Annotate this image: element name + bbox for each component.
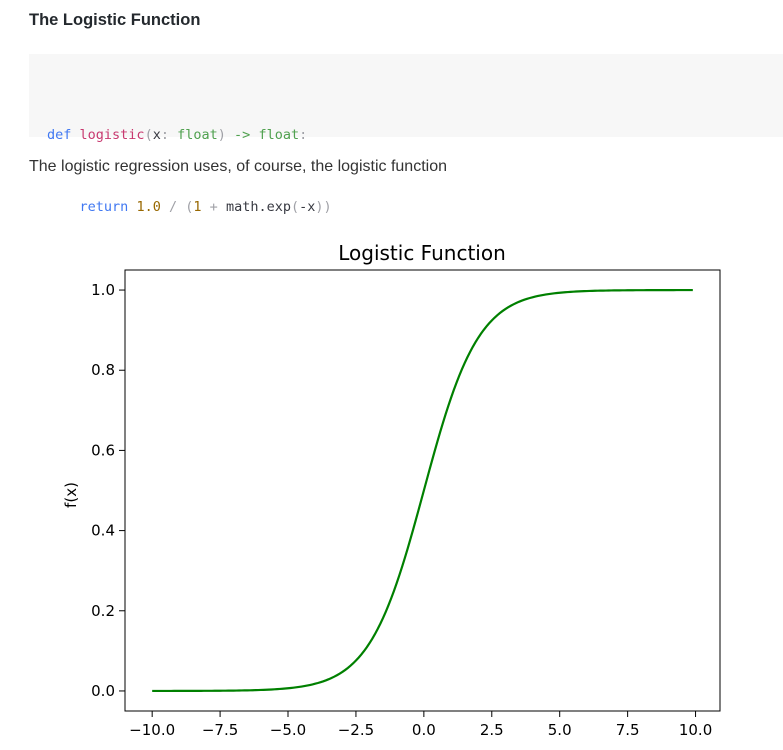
code-return-type: float (258, 127, 300, 143)
code-keyword-return: return (79, 199, 129, 215)
code-arg: -x (299, 199, 316, 215)
series-line (152, 288, 693, 693)
code-param: x (152, 127, 161, 143)
code-line-1: def logistic(x: float) -> float: (47, 127, 308, 143)
x-tick-label: 5.0 (548, 721, 572, 739)
x-tick-label: 0.0 (412, 721, 436, 739)
code-arrow: -> (234, 127, 251, 143)
code-line-2: return 1.0 / (1 + math.exp(-x)) (79, 199, 332, 215)
chart-title: Logistic Function (338, 241, 506, 265)
plot-frame (124, 269, 721, 712)
y-tick-label: 1.0 (91, 281, 115, 299)
code-function-name: logistic (79, 127, 145, 143)
code-block: def logistic(x: float) -> float: return … (29, 54, 783, 215)
y-tick-label: 0.6 (91, 441, 115, 459)
code-type: float (177, 127, 218, 143)
code-keyword-def: def (47, 127, 72, 143)
y-tick-label: 0.2 (91, 602, 115, 620)
x-tick-label: −5.0 (270, 721, 306, 739)
y-tick-label: 0.8 (91, 361, 115, 379)
x-tick-label: −2.5 (338, 721, 374, 739)
code-number: 1 (193, 199, 202, 215)
x-tick-label: 2.5 (480, 721, 504, 739)
y-axis-label: f(x) (62, 482, 80, 508)
code-number: 1.0 (136, 199, 161, 215)
logistic-chart: Logistic Function f(x) −10.0 −7.5 −5.0 −2.5… (62, 241, 721, 739)
x-tick-label: −10.0 (129, 721, 175, 739)
x-tick-label: 10.0 (679, 721, 712, 739)
y-tick-label: 0.0 (91, 682, 115, 700)
paragraph-text: The logistic regression uses, of course,… (29, 158, 447, 175)
x-tick-label: 7.5 (616, 721, 640, 739)
x-tick-label: −7.5 (202, 721, 238, 739)
y-tick-label: 0.4 (91, 522, 115, 540)
code-call: math.exp (225, 199, 291, 215)
section-heading: The Logistic Function (29, 11, 201, 29)
